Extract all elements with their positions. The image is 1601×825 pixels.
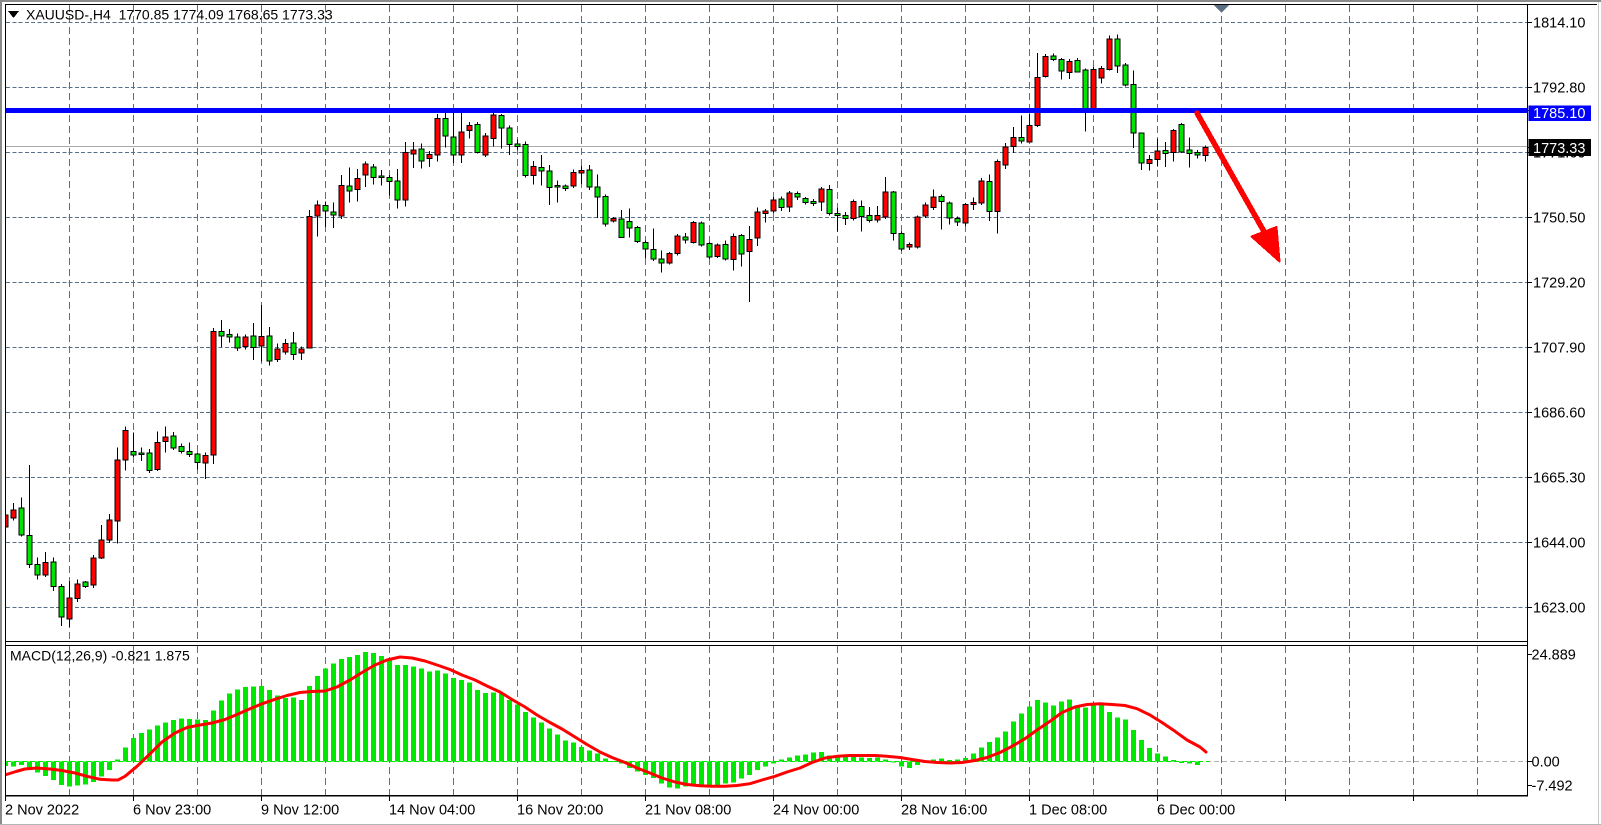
svg-text:21 Nov 08:00: 21 Nov 08:00 (645, 803, 731, 819)
svg-text:6 Nov 23:00: 6 Nov 23:00 (133, 803, 211, 819)
svg-text:24.889: 24.889 (1532, 648, 1576, 664)
svg-text:24 Nov 00:00: 24 Nov 00:00 (773, 803, 859, 819)
svg-text:6 Dec 00:00: 6 Dec 00:00 (1157, 803, 1235, 819)
svg-text:-7.492: -7.492 (1532, 779, 1573, 795)
svg-text:1623.00: 1623.00 (1533, 601, 1585, 617)
svg-text:MACD(12,26,9) -0.821 1.875: MACD(12,26,9) -0.821 1.875 (10, 648, 190, 664)
svg-text:0.00: 0.00 (1532, 755, 1560, 771)
svg-text:1729.20: 1729.20 (1533, 276, 1585, 292)
svg-text:14 Nov 04:00: 14 Nov 04:00 (389, 803, 475, 819)
svg-text:1665.30: 1665.30 (1533, 471, 1585, 487)
svg-text:9 Nov 12:00: 9 Nov 12:00 (261, 803, 339, 819)
svg-text:1686.60: 1686.60 (1533, 406, 1585, 422)
svg-text:28 Nov 16:00: 28 Nov 16:00 (901, 803, 987, 819)
svg-text:1644.00: 1644.00 (1533, 536, 1585, 552)
svg-text:1773.33: 1773.33 (1533, 141, 1585, 157)
svg-text:1785.10: 1785.10 (1533, 106, 1585, 122)
svg-text:1 Dec 08:00: 1 Dec 08:00 (1029, 803, 1107, 819)
svg-text:XAUUSD-,H4 1770.85 1774.09 17: XAUUSD-,H4 1770.85 1774.09 1768.65 1773.… (26, 7, 333, 23)
svg-text:1707.90: 1707.90 (1533, 341, 1585, 357)
svg-text:1814.10: 1814.10 (1533, 16, 1585, 32)
svg-text:1750.50: 1750.50 (1533, 211, 1585, 227)
svg-text:1792.80: 1792.80 (1533, 81, 1585, 97)
svg-text:16 Nov 20:00: 16 Nov 20:00 (517, 803, 603, 819)
svg-text:2 Nov 2022: 2 Nov 2022 (5, 803, 79, 819)
